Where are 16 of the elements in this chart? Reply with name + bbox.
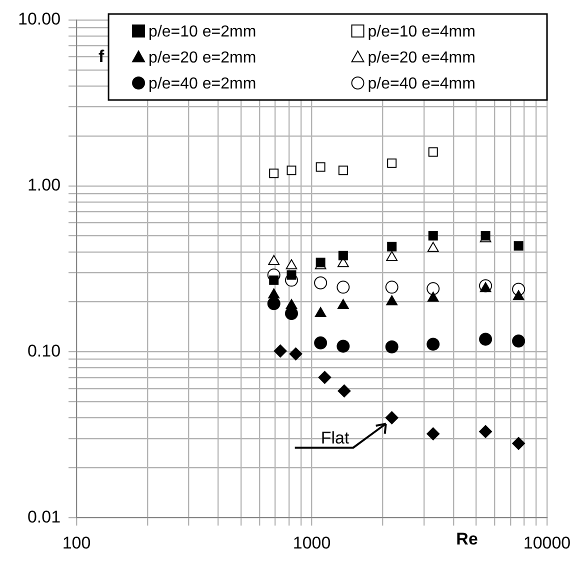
annotation: Flat: [320, 428, 350, 448]
legend-label: p/e=20 e=4mm: [368, 49, 476, 66]
legend-label: p/e=20 e=2mm: [148, 49, 256, 66]
legend-label: p/e=40 e=4mm: [368, 75, 476, 92]
legend-label: p/e=40 e=2mm: [148, 75, 256, 92]
y-axis-title: f: [98, 47, 105, 66]
x-tick-label: 10000: [523, 533, 571, 552]
x-tick-label: 100: [62, 533, 91, 552]
legend-label: p/e=10 e=4mm: [368, 23, 476, 40]
y-tick-label: 10.00: [18, 10, 61, 29]
y-tick-label: 1.00: [27, 176, 61, 195]
y-tick-label: 0.01: [27, 507, 61, 526]
legend-label: p/e=10 e=2mm: [148, 23, 256, 40]
y-tick-label: 0.10: [27, 341, 61, 360]
x-tick-label: 1000: [292, 533, 331, 552]
x-axis-title: Re: [456, 530, 478, 549]
